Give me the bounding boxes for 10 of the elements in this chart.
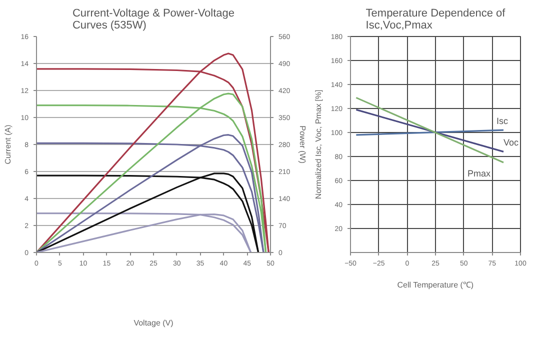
series-label: Isc — [496, 116, 508, 126]
y2-axis-title: Power (W) — [298, 126, 308, 164]
series-label: Voc — [504, 138, 520, 148]
y-axis-title: Normalized Isc, Voc, Pmax [%] — [314, 90, 323, 200]
y-axis-title: Current (A) — [4, 124, 13, 164]
x-axis-title: Cell Temperature (℃) — [397, 280, 474, 290]
chart-title: Temperature Dependence of Isc,Voc,Pmax — [366, 8, 506, 32]
chart-title: Current-Voltage & Power-Voltage Curves (535W) — [72, 8, 235, 32]
x-axis-title: Voltage (V) — [134, 318, 174, 328]
series-label: Pmax — [468, 168, 492, 178]
